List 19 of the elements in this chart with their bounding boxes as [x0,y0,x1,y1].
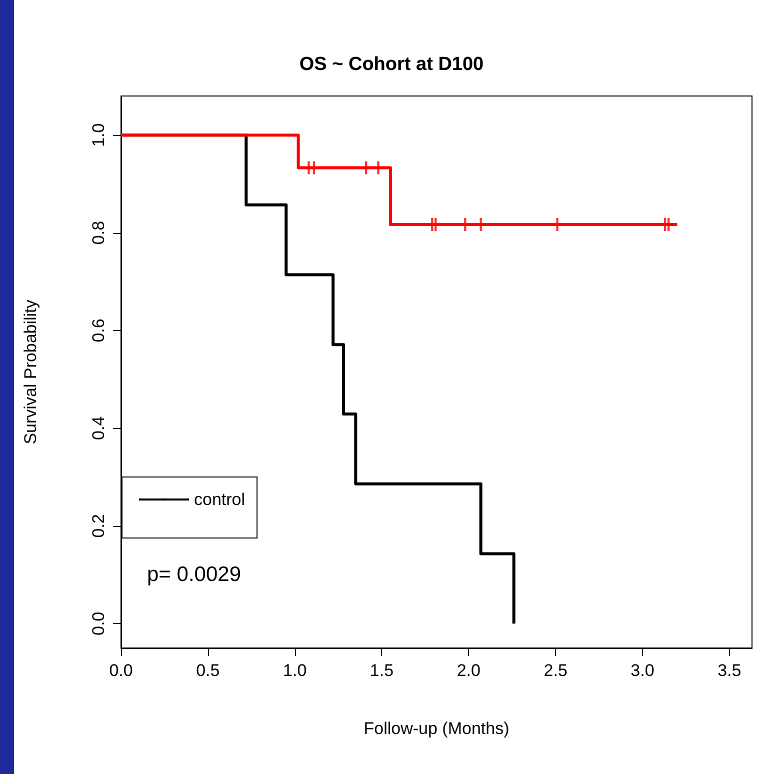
x-tick-label: 1.0 [283,661,307,680]
x-tick-label: 0.0 [109,661,133,680]
x-tick-label: 0.5 [196,661,220,680]
x-tick-label: 2.0 [456,661,480,680]
legend-label: control [194,490,246,509]
chart-title: OS ~ Cohort at D100 [299,54,484,75]
y-tick-label: 0.2 [89,514,108,538]
x-tick-label: 3.5 [718,661,742,680]
x-axis-title: Follow-up (Months) [364,719,510,738]
y-axis-title: Survival Probability [21,299,40,444]
x-tick-label: 2.5 [544,661,568,680]
x-tick-label: 1.5 [370,661,394,680]
y-tick-label: 0.4 [89,416,108,440]
x-tick-label: 3.0 [630,661,654,680]
y-tick-label: 1.0 [89,123,108,147]
y-tick-label: 0.8 [89,220,108,245]
y-tick-label: 0.0 [89,612,108,636]
y-tick-label: 0.6 [89,318,108,342]
annotation: p= 0.0029 [147,563,242,586]
